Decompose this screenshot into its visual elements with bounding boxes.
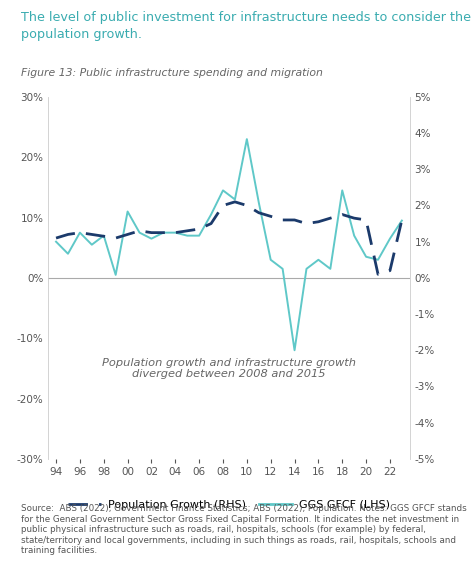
- Text: Figure 13: Public infrastructure spending and migration: Figure 13: Public infrastructure spendin…: [21, 68, 323, 79]
- Legend: Population Growth (RHS), GGS GFCF (LHS): Population Growth (RHS), GGS GFCF (LHS): [63, 495, 394, 514]
- Text: Population growth and infrastructure growth
diverged between 2008 and 2015: Population growth and infrastructure gro…: [102, 357, 355, 379]
- Text: The level of public investment for infrastructure needs to consider the level of: The level of public investment for infra…: [21, 11, 476, 42]
- Text: Source:  ABS (2022), Government Finance Statistics; ABS (2022), Population. Note: Source: ABS (2022), Government Finance S…: [21, 504, 466, 555]
